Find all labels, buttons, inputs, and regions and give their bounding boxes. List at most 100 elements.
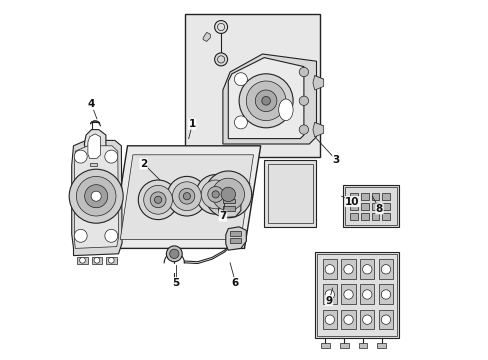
Circle shape bbox=[239, 74, 292, 128]
Circle shape bbox=[207, 186, 223, 202]
Bar bbox=[345, 187, 397, 225]
Bar bbox=[341, 310, 355, 329]
Circle shape bbox=[381, 290, 390, 299]
Circle shape bbox=[179, 188, 194, 204]
Circle shape bbox=[362, 315, 371, 324]
Bar bbox=[91, 257, 102, 264]
Text: 3: 3 bbox=[332, 155, 339, 165]
Circle shape bbox=[172, 182, 201, 211]
Circle shape bbox=[166, 246, 182, 262]
Polygon shape bbox=[218, 196, 241, 218]
Bar bbox=[230, 238, 241, 243]
Polygon shape bbox=[84, 130, 106, 164]
Bar bbox=[341, 259, 355, 279]
Bar bbox=[185, 14, 320, 157]
Bar bbox=[360, 203, 368, 210]
Circle shape bbox=[261, 96, 270, 105]
Circle shape bbox=[221, 187, 235, 202]
Bar bbox=[378, 310, 392, 329]
Bar bbox=[359, 259, 374, 279]
Bar bbox=[382, 213, 389, 220]
Polygon shape bbox=[228, 58, 303, 139]
Circle shape bbox=[80, 257, 85, 263]
Bar bbox=[360, 213, 368, 220]
Text: 2: 2 bbox=[140, 159, 147, 169]
Circle shape bbox=[362, 290, 371, 299]
Circle shape bbox=[234, 116, 247, 129]
Polygon shape bbox=[89, 163, 97, 166]
Circle shape bbox=[234, 73, 247, 86]
Text: 9: 9 bbox=[325, 296, 332, 306]
Circle shape bbox=[212, 191, 219, 198]
Text: 8: 8 bbox=[375, 204, 382, 214]
Bar bbox=[349, 203, 357, 210]
Circle shape bbox=[325, 315, 334, 324]
Bar bbox=[322, 310, 336, 329]
Polygon shape bbox=[88, 134, 101, 158]
Circle shape bbox=[204, 171, 251, 218]
Bar bbox=[223, 199, 235, 203]
Circle shape bbox=[214, 53, 227, 66]
Bar bbox=[321, 343, 329, 348]
Polygon shape bbox=[312, 122, 323, 137]
Bar bbox=[371, 213, 379, 220]
Circle shape bbox=[69, 169, 123, 223]
Polygon shape bbox=[203, 32, 210, 41]
Circle shape bbox=[143, 185, 172, 214]
Polygon shape bbox=[225, 227, 246, 250]
Circle shape bbox=[108, 257, 114, 263]
Bar bbox=[377, 343, 385, 348]
Ellipse shape bbox=[278, 99, 292, 121]
Circle shape bbox=[343, 315, 352, 324]
Circle shape bbox=[343, 290, 352, 299]
Bar bbox=[316, 254, 396, 336]
Circle shape bbox=[138, 180, 178, 220]
Circle shape bbox=[74, 150, 87, 163]
Circle shape bbox=[246, 81, 285, 121]
Polygon shape bbox=[75, 146, 118, 248]
Bar bbox=[341, 284, 355, 304]
Bar bbox=[322, 284, 336, 304]
Circle shape bbox=[255, 90, 276, 112]
Bar bbox=[77, 257, 88, 264]
Bar bbox=[349, 193, 357, 200]
Bar bbox=[371, 203, 379, 210]
Circle shape bbox=[325, 265, 334, 274]
Text: 10: 10 bbox=[345, 197, 359, 207]
Circle shape bbox=[150, 192, 166, 208]
Circle shape bbox=[76, 176, 116, 216]
Polygon shape bbox=[312, 76, 323, 90]
Bar bbox=[349, 213, 357, 220]
Circle shape bbox=[196, 175, 235, 214]
Polygon shape bbox=[111, 146, 260, 248]
Circle shape bbox=[212, 178, 244, 211]
Circle shape bbox=[325, 290, 334, 299]
Bar bbox=[343, 185, 399, 227]
Bar bbox=[359, 310, 374, 329]
Bar bbox=[371, 193, 379, 200]
Circle shape bbox=[84, 185, 107, 208]
Bar bbox=[264, 160, 316, 227]
Circle shape bbox=[169, 249, 179, 258]
Text: 1: 1 bbox=[188, 119, 196, 129]
Bar bbox=[378, 259, 392, 279]
Circle shape bbox=[183, 193, 190, 200]
Bar bbox=[359, 284, 374, 304]
Text: 6: 6 bbox=[231, 278, 239, 288]
Circle shape bbox=[381, 315, 390, 324]
Bar bbox=[339, 343, 348, 348]
Circle shape bbox=[91, 191, 101, 201]
Bar bbox=[314, 252, 399, 338]
Bar bbox=[382, 193, 389, 200]
Circle shape bbox=[381, 265, 390, 274]
Polygon shape bbox=[223, 54, 316, 144]
Circle shape bbox=[167, 176, 206, 216]
Text: 5: 5 bbox=[172, 278, 180, 288]
Circle shape bbox=[104, 150, 118, 163]
Circle shape bbox=[74, 229, 87, 242]
Circle shape bbox=[201, 180, 230, 209]
Circle shape bbox=[362, 265, 371, 274]
Circle shape bbox=[154, 196, 162, 203]
Bar bbox=[382, 203, 389, 210]
Text: 7: 7 bbox=[219, 211, 226, 221]
